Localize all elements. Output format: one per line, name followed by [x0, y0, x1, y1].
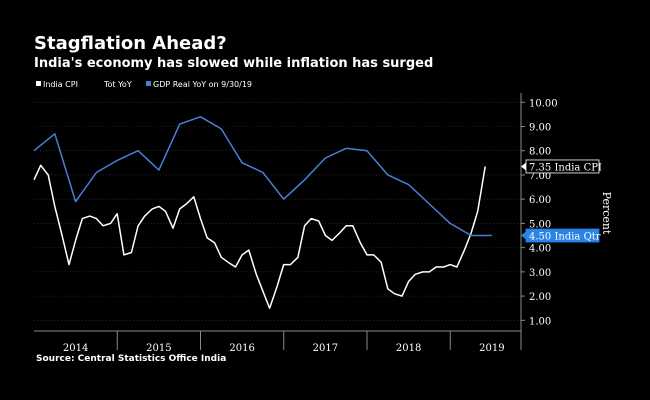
x-tick-label: 2017 [313, 343, 338, 354]
callout-label: 4.50 India Qtr [529, 232, 601, 243]
chart-callouts: 7.35 India CPI 4.50 India Qtr [521, 159, 602, 243]
legend-label: India CPI [43, 80, 78, 89]
x-tick-label: 2014 [63, 343, 88, 354]
callout-pointer [521, 162, 526, 171]
chart-series [33, 116, 492, 309]
y-tick-label: 8.00 [529, 147, 551, 158]
y-axis-label: Percent [600, 192, 613, 235]
y-tick-label: 6.00 [529, 195, 551, 206]
y-tick-label: 1.00 [529, 316, 551, 327]
chart-axes: 10.00 9.00 8.00 7.00 6.00 5.00 4.00 3.00 2.00 1.0… [34, 93, 613, 354]
x-tick-label: 2019 [479, 343, 504, 354]
series-line-india-cpi [33, 164, 486, 309]
chart-source: Source: Central Statistics Office India [36, 354, 227, 364]
y-tick-label: 9.00 [529, 122, 551, 133]
y-tick-label: 3.00 [529, 268, 551, 279]
y-tick-label: 7.00 [529, 171, 551, 182]
chart-legend: India CPI Tot YoY GDP Real YoY on 9/30/19 [36, 80, 252, 89]
chart-gridlines [34, 101, 521, 321]
callout-label: 7.35 India CPI [529, 162, 602, 173]
legend-label: Tot YoY [103, 80, 132, 89]
y-tick-label: 4.00 [529, 244, 551, 255]
legend-label: GDP Real YoY on 9/30/19 [153, 80, 252, 89]
legend-swatch [36, 81, 41, 86]
x-tick-label: 2018 [396, 343, 421, 354]
y-tick-label: 10.00 [529, 98, 558, 109]
x-tick-label: 2016 [229, 343, 254, 354]
legend-swatch [146, 81, 151, 86]
chart-title: Stagflation Ahead? [34, 33, 227, 54]
callout-pointer [521, 231, 526, 240]
y-tick-label: 5.00 [529, 219, 551, 230]
chart-subtitle: India's economy has slowed while inflati… [34, 56, 434, 71]
y-tick-label: 2.00 [529, 292, 551, 303]
x-tick-label: 2015 [146, 343, 171, 354]
series-line-gdp-real-yoy-on-9-30-19 [33, 116, 492, 237]
